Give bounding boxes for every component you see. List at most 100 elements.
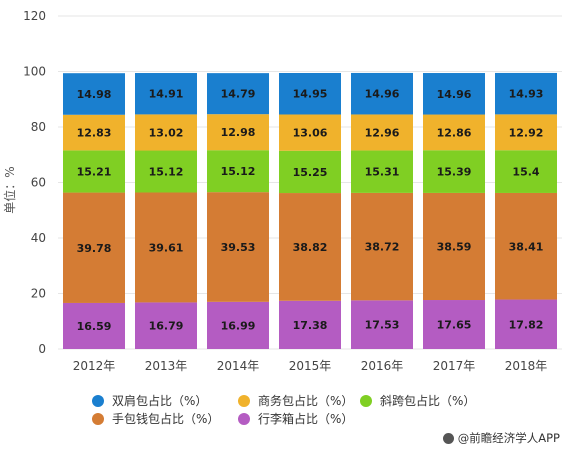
bar-segment [423,192,485,301]
legend-label: 行李箱占比（%） [258,412,354,426]
bar-segment [63,302,125,349]
data-label: 38.72 [365,241,400,254]
bar-segment [207,192,269,302]
legend-label: 斜跨包占比（%） [380,394,476,408]
brand-logo-icon [442,432,454,444]
legend-marker [238,412,250,425]
y-tick-label: 40 [31,231,46,245]
x-tick-label: 2015年 [289,359,332,373]
legend-marker [360,394,372,407]
bar-segment [351,300,413,349]
legend-marker [238,394,250,407]
y-tick-label: 0 [38,342,46,356]
y-tick-label: 100 [23,65,46,79]
x-tick-label: 2016年 [361,359,404,373]
bar-segment [423,300,485,349]
data-label: 17.38 [293,319,328,332]
bar-segment [495,299,557,349]
bar-segment [495,192,557,300]
legend-label: 双肩包占比（%） [112,394,208,408]
bar-segment [495,72,557,115]
data-label: 13.02 [149,126,184,139]
bar-segment [423,150,485,193]
data-label: 14.98 [77,88,112,101]
legend-item-crossbody-bag: 斜跨包占比（%） [360,392,475,409]
data-label: 14.79 [221,88,256,101]
data-label: 17.53 [365,319,400,332]
legend-label: 手包钱包占比（%） [112,412,220,426]
data-label: 38.41 [509,240,544,253]
bar-segment [495,150,557,193]
bar-segment [423,73,485,115]
y-axis-ticks: 0 20 40 60 80 100 120 [23,9,46,356]
y-tick-label: 80 [31,120,46,134]
data-label: 15.39 [437,166,472,179]
x-tick-label: 2014年 [217,359,260,373]
bar-segment [279,72,341,115]
data-label: 15.4 [512,166,539,179]
data-label: 14.96 [437,88,472,101]
data-label: 14.91 [149,88,184,101]
data-label: 16.59 [77,320,112,333]
x-tick-label: 2012年 [73,359,116,373]
data-label: 12.83 [77,127,112,140]
bar-segment [63,73,125,115]
legend-item-handbag-wallet: 手包钱包占比（%） [92,410,219,427]
source-text: @前瞻经济学人APP [457,431,560,445]
bar-segment [423,114,485,151]
data-label: 15.21 [77,165,112,178]
bar-segment [207,150,269,193]
data-label: 39.53 [221,241,256,254]
legend-marker [92,394,104,407]
x-tick-label: 2017年 [433,359,476,373]
bar-segment [63,114,125,151]
bar-segment [351,150,413,193]
legend-item-luggage: 行李箱占比（%） [238,410,353,427]
bar-segment [207,73,269,115]
bar-segment [279,150,341,194]
data-label: 12.98 [221,126,256,139]
x-axis-ticks: 2012年 2013年 2014年 2015年 2016年 2017年 2018年 [73,359,548,373]
bar-segment [351,72,413,115]
bar-segment [279,114,341,151]
x-tick-label: 2013年 [145,359,188,373]
data-label: 17.65 [437,319,472,332]
y-tick-label: 60 [31,176,46,190]
legend-item-business-bag: 商务包占比（%） [238,392,353,409]
data-label: 12.96 [365,126,400,139]
bar-segment [135,302,197,349]
y-axis-label: 单位：% [2,166,17,213]
data-label: 16.99 [221,319,256,332]
x-tick-label: 2018年 [505,359,548,373]
data-label: 15.25 [293,166,328,179]
legend-item-backpack: 双肩包占比（%） [92,392,207,409]
data-label: 38.59 [437,240,472,253]
bar-segment [63,150,125,193]
stacked-bar-chart: 0 20 40 60 80 100 120 单位：% 16.59 39.78 15.21 12.8… [2,9,562,373]
bar-segment [135,114,197,151]
bar-segment [135,150,197,193]
y-tick-label: 120 [23,9,46,23]
bar-segment [351,192,413,301]
data-label: 12.92 [509,126,544,139]
data-label: 38.82 [293,241,328,254]
data-label: 16.79 [149,320,184,333]
data-label: 15.12 [221,165,256,178]
source-credit: @前瞻经济学人APP [442,430,560,446]
data-label: 12.86 [437,126,472,139]
data-label: 13.06 [293,127,328,140]
legend-label: 商务包占比（%） [258,394,354,408]
bar-segment [207,114,269,151]
legend-marker [92,412,104,425]
bar-segment [279,300,341,349]
data-label: 17.82 [509,318,544,331]
data-label: 39.78 [77,242,112,255]
data-label: 15.31 [365,166,400,179]
legend: 双肩包占比（%） 商务包占比（%） 斜跨包占比（%） 手包钱包占比（%） 行李箱… [0,390,568,430]
bar-segment [279,193,341,301]
data-label: 14.95 [293,88,328,101]
y-tick-label: 20 [31,287,46,301]
bar-segment [63,192,125,303]
data-label: 14.96 [365,88,400,101]
bars: 16.59 39.78 15.21 12.83 14.98 16.79 39.61 15.12… [63,72,557,349]
